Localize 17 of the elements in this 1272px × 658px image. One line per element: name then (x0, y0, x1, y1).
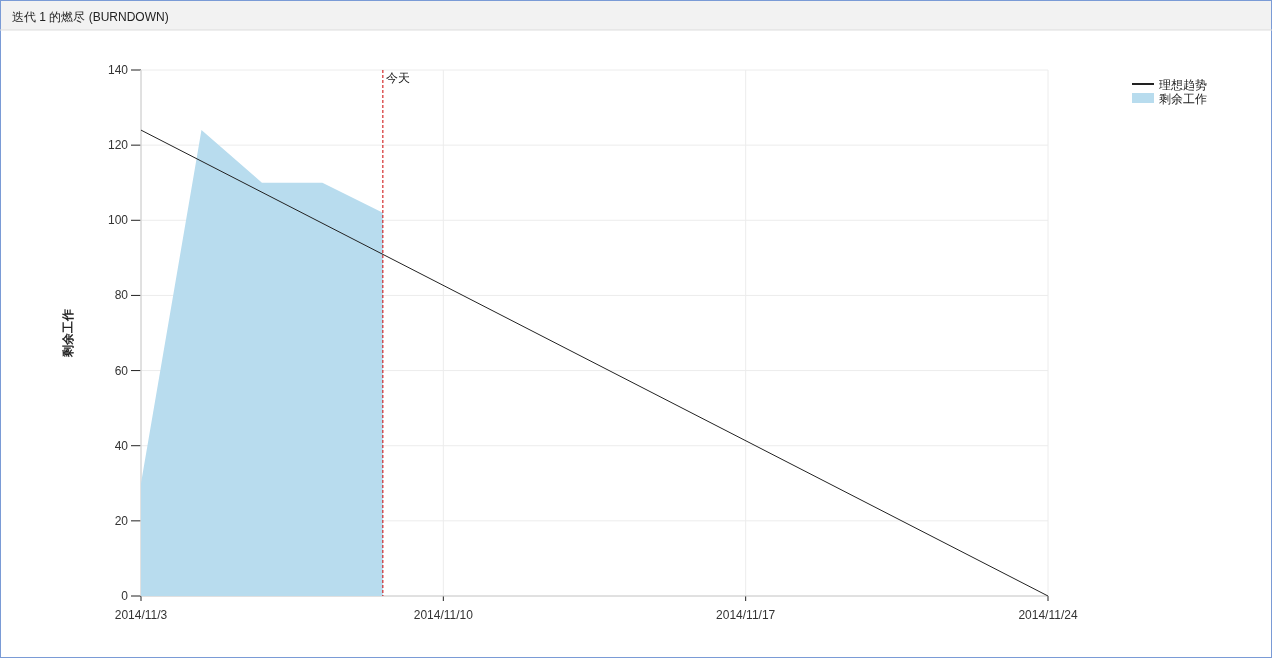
legend-label: 理想趋势 (1159, 78, 1207, 92)
legend-label: 剩余工作 (1159, 92, 1207, 106)
y-tick-label: 80 (114, 288, 129, 303)
ref-line-label: 今天 (385, 71, 410, 85)
y-axis-title: 剩余工作 (61, 309, 75, 358)
y-tick-label: 60 (114, 363, 129, 378)
x-tick-label: 2014/11/10 (413, 608, 474, 622)
chart-title: 迭代 1 的燃尽 (BURNDOWN) (12, 10, 169, 24)
y-tick-label: 0 (121, 589, 129, 603)
x-tick-label: 2014/11/24 (1018, 608, 1078, 622)
x-tick-label: 2014/11/17 (716, 608, 776, 622)
y-tick-label: 120 (107, 138, 129, 153)
y-tick-label: 20 (114, 513, 129, 528)
y-tick-label: 100 (107, 213, 129, 228)
y-tick-label: 140 (107, 63, 129, 77)
x-tick-label: 2014/11/3 (114, 608, 168, 622)
y-tick-label: 40 (114, 438, 129, 453)
